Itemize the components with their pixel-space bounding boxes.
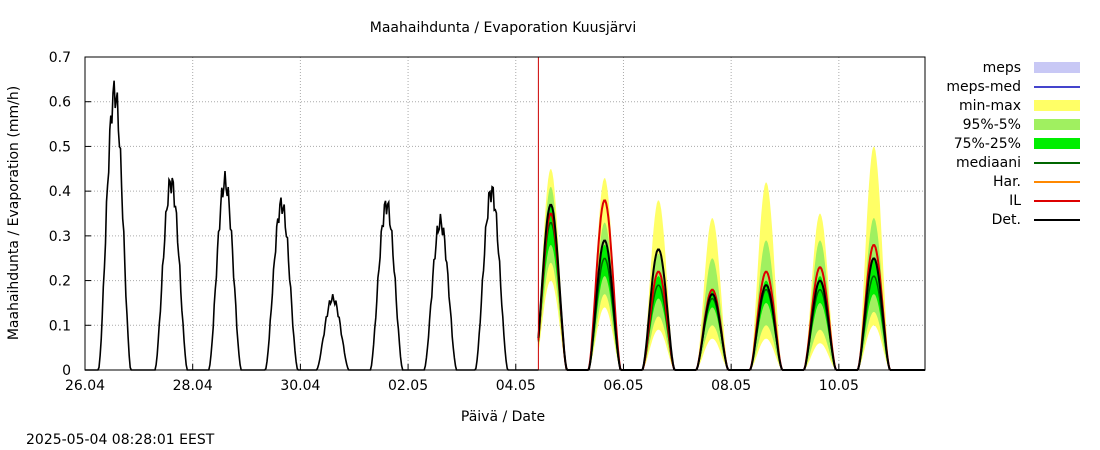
x-tick-label: 08.05: [711, 378, 751, 394]
y-axis-label: Maahaihdunta / Evaporation (mm/h): [6, 86, 22, 340]
x-tick-label: 26.04: [65, 378, 105, 394]
forecast-bands: [538, 146, 925, 370]
x-tick-label: 10.05: [819, 378, 859, 394]
x-axis-label: Päivä / Date: [461, 409, 545, 425]
legend-swatch: [1034, 119, 1080, 130]
y-tick-label: 0: [62, 363, 71, 379]
y-tick-label: 0.3: [49, 229, 71, 245]
y-tick-label: 0.7: [49, 50, 71, 66]
legend-label: 95%-5%: [963, 117, 1021, 133]
series-lines: [85, 57, 925, 371]
legend-label: meps: [983, 60, 1021, 76]
legend-label: 75%-25%: [954, 136, 1021, 152]
y-tick-label: 0.4: [49, 184, 71, 200]
legend-label: meps-med: [946, 79, 1021, 95]
x-tick-label: 28.04: [173, 378, 213, 394]
x-tick-label: 06.05: [603, 378, 643, 394]
legend-label: Det.: [992, 212, 1021, 228]
timestamp: 2025-05-04 08:28:01 EEST: [26, 432, 215, 448]
grid: [85, 57, 925, 370]
det-observed-line: [85, 80, 539, 371]
y-tick-label: 0.5: [49, 139, 71, 155]
legend-label: IL: [1009, 193, 1021, 209]
x-tick-label: 04.05: [496, 378, 536, 394]
plot-frame: [84, 56, 926, 371]
x-axis-ticks: 26.04 28.04 30.04 02.05 04.05 06.05 08.05 10.05: [65, 364, 859, 394]
legend-label: Har.: [993, 174, 1021, 190]
legend-swatch: [1034, 62, 1080, 73]
y-tick-label: 0.1: [49, 318, 71, 334]
legend-label: min-max: [959, 98, 1021, 114]
y-tick-label: 0.6: [49, 95, 71, 111]
legend-label: mediaani: [956, 155, 1021, 171]
y-tick-label: 0.2: [49, 274, 71, 290]
legend: meps meps-med min-max 95%-5% 75%-25% mediaani…: [946, 60, 1080, 228]
x-tick-label: 30.04: [280, 378, 320, 394]
x-tick-label: 02.05: [388, 378, 428, 394]
min-max-band: [538, 146, 925, 370]
legend-swatch: [1034, 100, 1080, 111]
legend-swatch: [1034, 138, 1080, 149]
y-axis-ticks: 0 0.1 0.2 0.3 0.4 0.5 0.6 0.7: [49, 50, 91, 379]
chart-title: Maahaihdunta / Evaporation Kuusjärvi: [370, 20, 636, 36]
